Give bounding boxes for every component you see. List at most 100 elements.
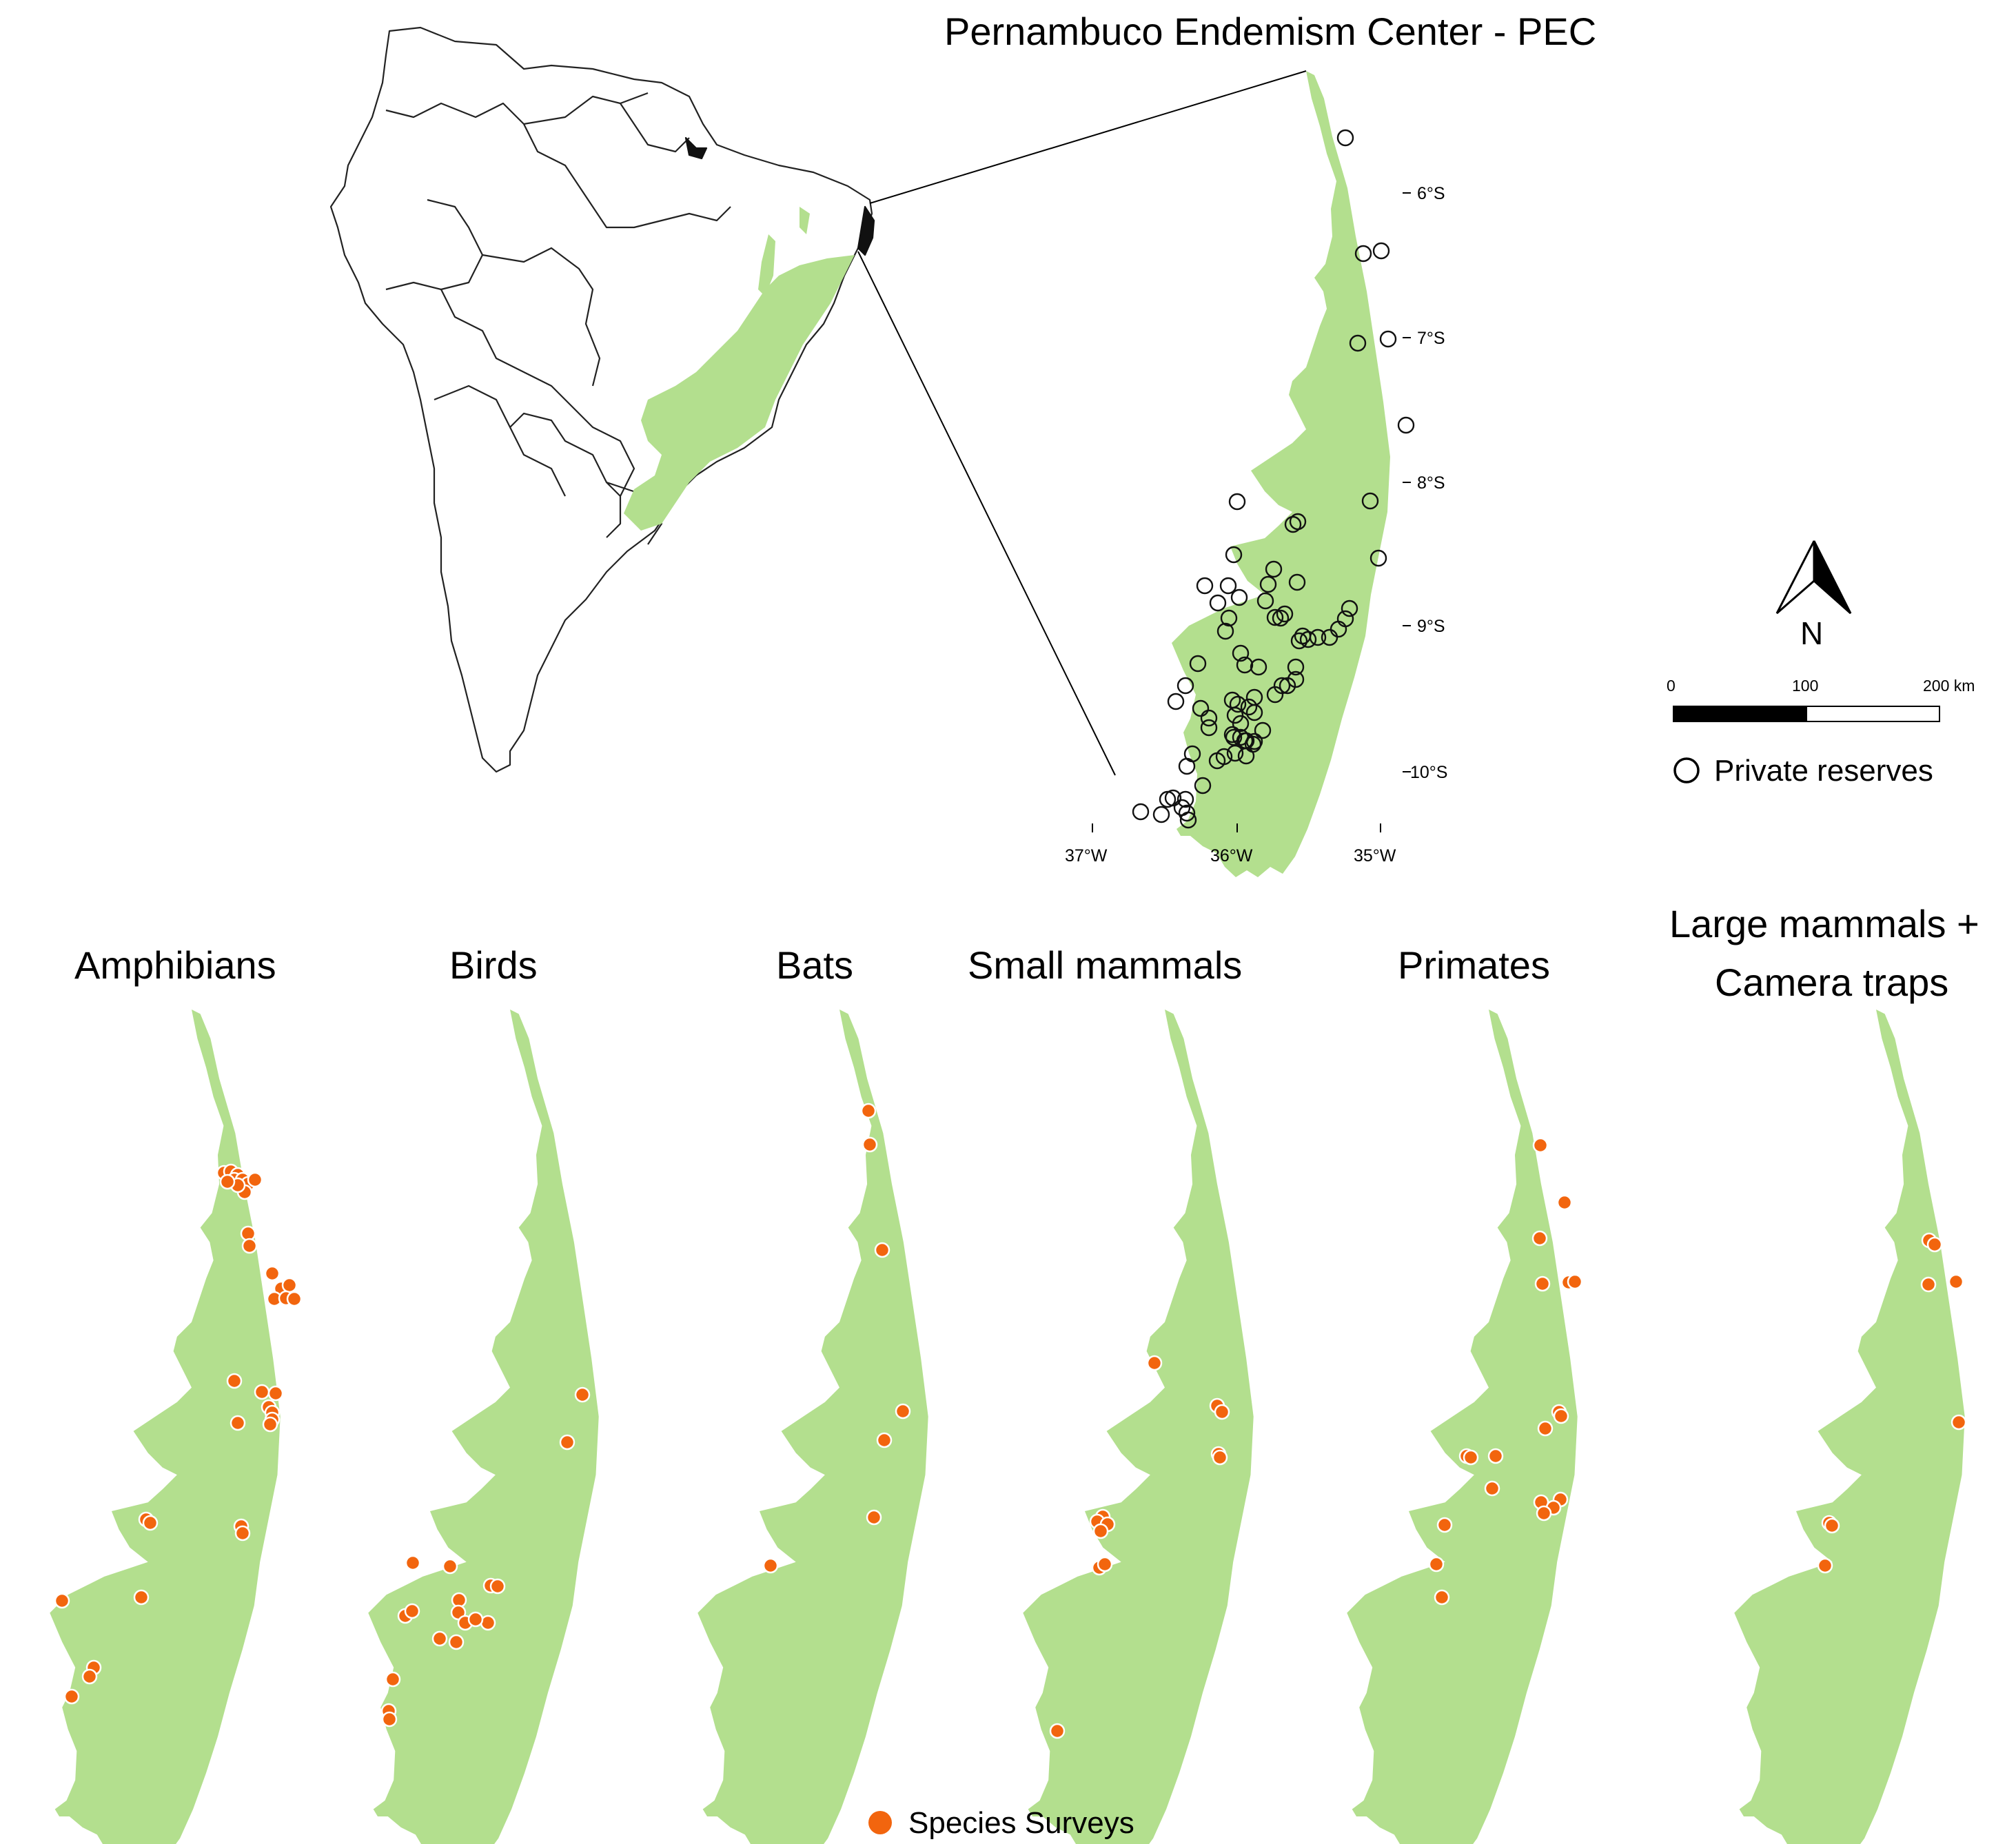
- survey-marker: [1534, 1276, 1551, 1292]
- survey-marker: [226, 1373, 243, 1389]
- svg-text:200 km: 200 km: [1923, 677, 1975, 695]
- north-label: N: [1800, 615, 1823, 651]
- reserve-legend-icon: [1673, 757, 1700, 783]
- reserve-marker: [1219, 577, 1237, 595]
- reserve-marker: [1284, 515, 1302, 533]
- survey-markers: [1817, 1232, 1967, 1574]
- survey-markers: [762, 1103, 911, 1574]
- reserve-marker: [1179, 811, 1197, 829]
- reserve-marker: [1287, 658, 1305, 676]
- reserve-marker: [1299, 631, 1317, 648]
- lat-tick-label: 10°S: [1410, 763, 1447, 782]
- reserve-marker: [1178, 757, 1196, 775]
- reserve-marker: [1290, 632, 1308, 650]
- reserve-marker: [1200, 709, 1218, 727]
- pec-main-map: [1172, 71, 1390, 877]
- survey-marker: [286, 1291, 303, 1307]
- reserve-marker: [1341, 600, 1358, 617]
- survey-marker: [1436, 1517, 1453, 1533]
- reserve-marker: [1226, 706, 1244, 724]
- reserve-marker: [1200, 719, 1218, 737]
- scale-bar: 0 100 200 km: [1667, 677, 1975, 722]
- survey-marker: [1434, 1589, 1450, 1606]
- survey-marker: [405, 1555, 421, 1571]
- reserve-marker: [1250, 658, 1267, 676]
- survey-marker: [1537, 1420, 1554, 1437]
- lon-tick-label: 35°W: [1354, 846, 1396, 865]
- reserve-marker: [1196, 577, 1214, 595]
- survey-marker: [254, 1384, 270, 1400]
- survey-marker: [1553, 1408, 1569, 1424]
- lat-tick-label: 7°S: [1417, 329, 1445, 348]
- survey-marker: [431, 1630, 448, 1647]
- survey-marker: [876, 1432, 893, 1448]
- survey-marker: [241, 1238, 258, 1254]
- panel-large-mammals-camera-traps: Large mammals + Camera traps: [1669, 902, 1979, 1844]
- reserve-marker: [1266, 608, 1284, 626]
- lat-tick-label: 6°S: [1417, 184, 1445, 203]
- panel-title: Large mammals +: [1669, 902, 1979, 945]
- north-arrow-icon: N: [1775, 540, 1852, 651]
- svg-text:100: 100: [1792, 677, 1818, 695]
- lat-tick-label: 9°S: [1417, 617, 1445, 636]
- reserve-marker: [1232, 715, 1250, 733]
- survey-marker: [895, 1403, 911, 1420]
- reserve-marker: [1230, 588, 1248, 606]
- lon-tick-label: 37°W: [1065, 846, 1108, 865]
- survey-marker: [1556, 1194, 1573, 1211]
- reserve-marker: [1379, 330, 1397, 348]
- panel-title: Bats: [776, 943, 853, 987]
- reserve-marker: [1208, 752, 1226, 770]
- reserve-marker: [1361, 492, 1379, 510]
- reserve-marker: [1232, 644, 1250, 662]
- survey-marker: [63, 1688, 80, 1705]
- panel-small-mammals: Small mammals: [968, 943, 1254, 1844]
- latitude-axis: 6°S 7°S 8°S 9°S 10°S: [1403, 184, 1447, 782]
- survey-marker: [559, 1434, 576, 1451]
- survey-marker: [1948, 1273, 1964, 1290]
- reserve-marker: [1336, 129, 1354, 147]
- survey-marker: [219, 1174, 236, 1190]
- survey-marker: [1531, 1230, 1548, 1247]
- survey-marker: [381, 1711, 398, 1728]
- reserve-marker: [1194, 777, 1212, 795]
- reserve-marker: [1177, 790, 1194, 808]
- reserve-marker: [1237, 747, 1255, 765]
- survey-markers: [1049, 1355, 1230, 1739]
- survey-marker: [142, 1515, 159, 1531]
- reserve-marker: [1132, 803, 1150, 821]
- survey-marker: [467, 1611, 484, 1628]
- svg-text:Private reserves: Private reserves: [1714, 754, 1933, 788]
- panel-title: Amphibians: [74, 943, 276, 987]
- lon-tick-label: 36°W: [1210, 846, 1253, 865]
- survey-marker: [404, 1603, 420, 1619]
- survey-marker: [1926, 1236, 1943, 1253]
- reserve-marker: [1192, 699, 1210, 717]
- pec-location: [857, 205, 875, 256]
- survey-marker: [874, 1242, 890, 1258]
- survey-marker: [1532, 1137, 1549, 1154]
- survey-marker: [264, 1265, 281, 1282]
- legend-species-surveys: Species Surveys: [868, 1806, 1134, 1840]
- south-america-map: [329, 26, 875, 773]
- survey-marker: [81, 1668, 98, 1685]
- reserve-marker: [1159, 790, 1177, 808]
- survey-marker: [1146, 1355, 1163, 1371]
- survey-marker: [1536, 1505, 1552, 1522]
- panel-bats: Bats: [698, 943, 928, 1844]
- survey-marker: [247, 1171, 263, 1188]
- survey-markers: [1428, 1137, 1583, 1606]
- reserve-marker: [1177, 677, 1194, 695]
- survey-marker: [1487, 1448, 1504, 1464]
- reserve-marker: [1288, 573, 1306, 591]
- survey-marker: [1951, 1414, 1967, 1431]
- panel-title: Small mammals: [968, 943, 1242, 987]
- reserve-marker: [1354, 245, 1372, 263]
- svg-text:0: 0: [1667, 677, 1676, 695]
- survey-marker: [133, 1589, 150, 1606]
- survey-marker: [1484, 1480, 1500, 1497]
- reserve-marker: [1370, 549, 1387, 567]
- panel-amphibians: Amphibians: [50, 943, 303, 1844]
- reserve-marker: [1229, 695, 1247, 713]
- reserve-marker: [1236, 656, 1254, 674]
